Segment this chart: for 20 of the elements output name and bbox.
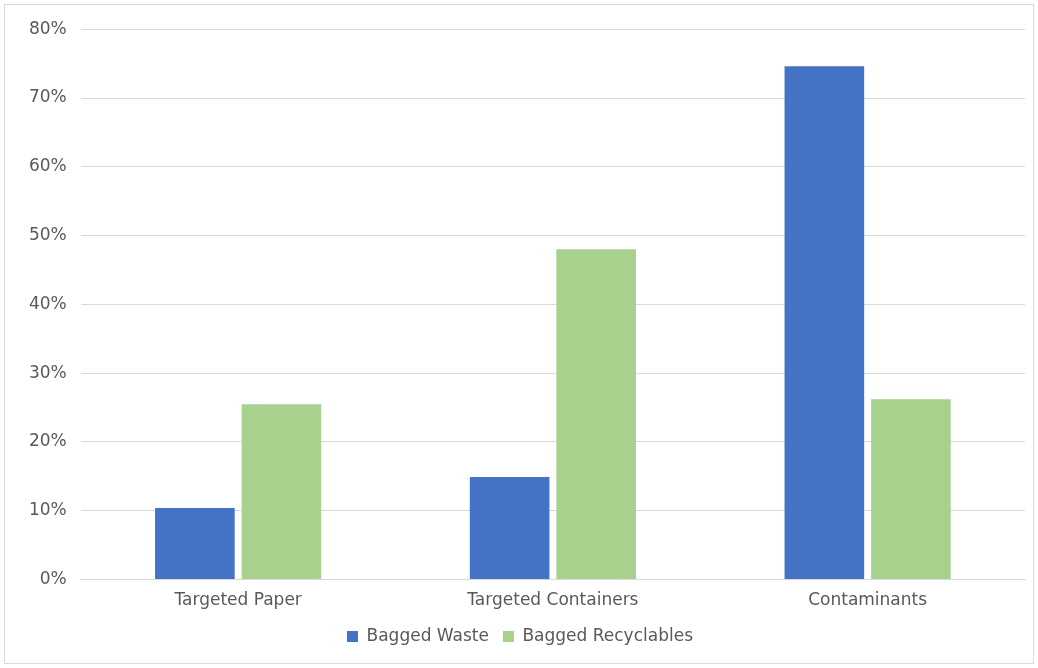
bar bbox=[556, 249, 636, 580]
bar bbox=[871, 399, 951, 580]
legend-label: Bagged Waste bbox=[366, 624, 489, 645]
bar bbox=[155, 508, 235, 580]
bar bbox=[784, 66, 865, 580]
bar bbox=[241, 404, 322, 580]
x-tick-label: Contaminants bbox=[808, 589, 928, 610]
y-tick-label: 0% bbox=[39, 568, 67, 589]
y-tick-label: 20% bbox=[28, 430, 67, 451]
y-tick-label: 50% bbox=[28, 224, 67, 245]
x-tick-label: Targeted Containers bbox=[466, 589, 639, 610]
y-tick-label: 10% bbox=[28, 499, 67, 520]
bar bbox=[469, 477, 550, 580]
y-tick-label: 80% bbox=[28, 17, 67, 38]
y-tick-label: 60% bbox=[28, 155, 67, 176]
y-tick-label: 40% bbox=[28, 292, 67, 313]
legend-label: Bagged Recyclables bbox=[522, 624, 694, 645]
x-tick-label: Targeted Paper bbox=[173, 589, 302, 610]
y-tick-label: 70% bbox=[28, 86, 67, 107]
y-tick-label: 30% bbox=[28, 361, 67, 382]
